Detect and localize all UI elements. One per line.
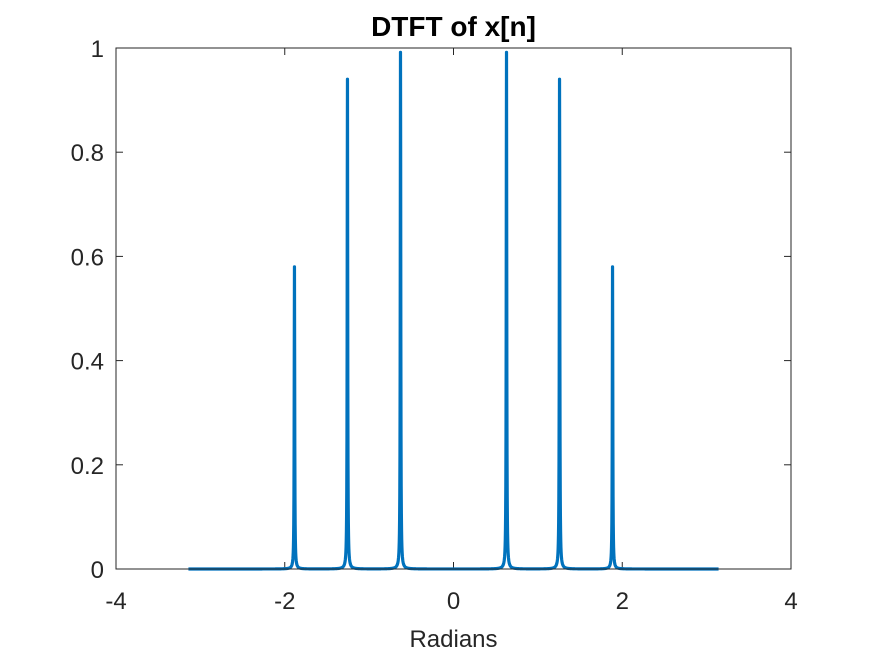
x-tick-label: -4 xyxy=(105,588,126,615)
y-tick-labels: 0 0.2 0.4 0.6 0.8 1 xyxy=(71,36,104,584)
y-tick-label: 1 xyxy=(91,36,104,63)
x-tick-label: 0 xyxy=(447,588,460,615)
plot-border xyxy=(115,47,792,570)
plot-area xyxy=(116,48,791,569)
x-tick-label: 4 xyxy=(784,588,797,615)
chart-title: DTFT of x[n] xyxy=(371,11,536,42)
x-tick-label: -2 xyxy=(274,588,295,615)
y-tick-label: 0 xyxy=(91,557,104,584)
x-axis-label: Radians xyxy=(409,626,497,653)
y-tick-label: 0.6 xyxy=(71,244,104,271)
x-tick-label: 2 xyxy=(616,588,629,615)
y-tick-label: 0.8 xyxy=(71,140,104,167)
x-tick-labels: -4 -2 0 2 4 xyxy=(105,588,797,615)
y-tick-label: 0.4 xyxy=(71,349,104,376)
y-tick-label: 0.2 xyxy=(71,453,104,480)
